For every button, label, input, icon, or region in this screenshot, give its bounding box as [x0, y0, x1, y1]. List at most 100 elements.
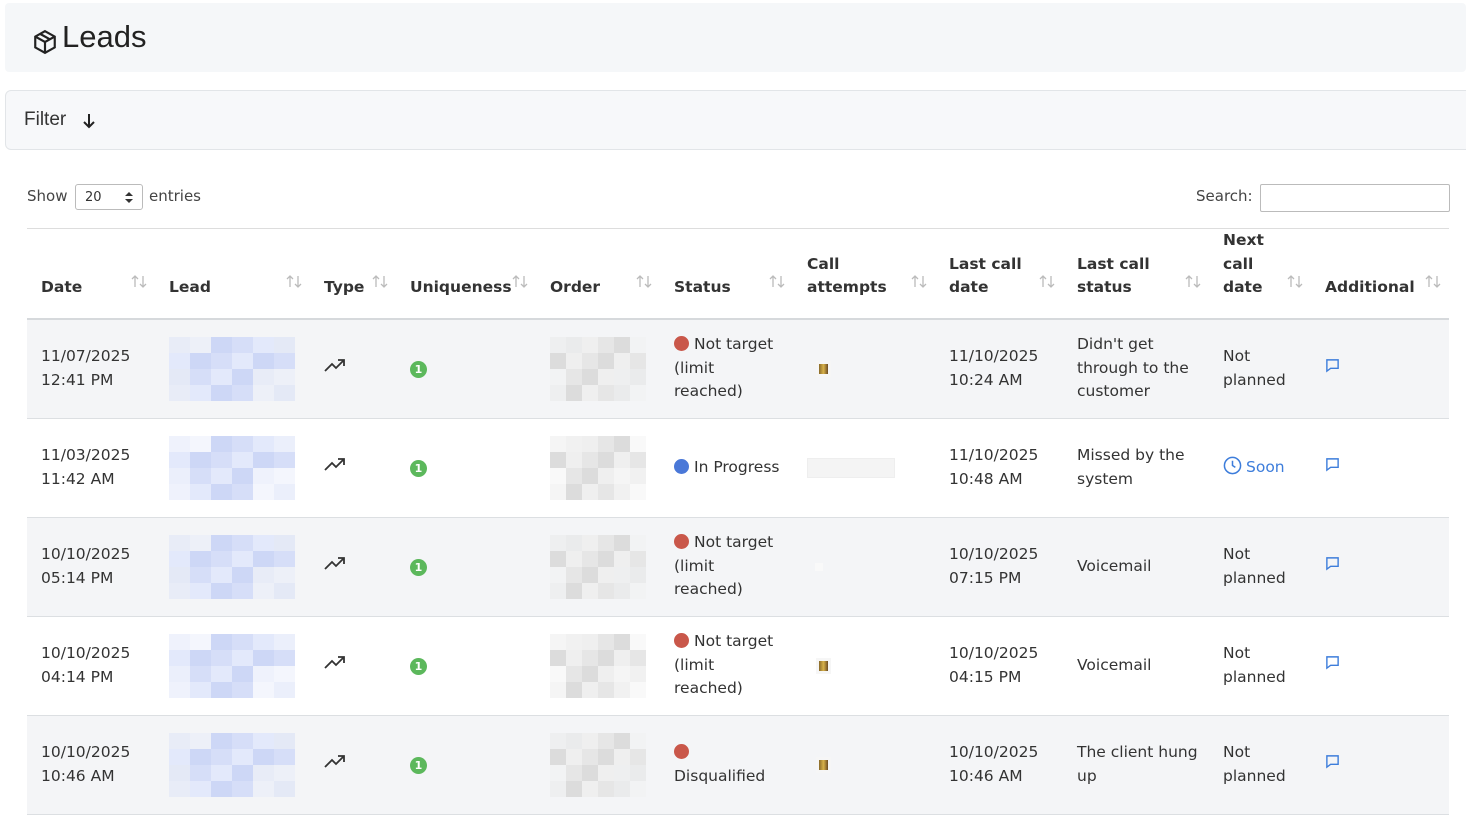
table-cell: Missed by the system	[1063, 418, 1209, 518]
last-call-date: 10/10/2025	[949, 743, 1039, 761]
type-icon	[324, 457, 346, 476]
call-attempts	[815, 562, 823, 571]
table-cell: Not planned	[1209, 616, 1311, 716]
column-header[interactable]: Last call date	[935, 228, 1063, 320]
sort-icon	[636, 272, 652, 296]
column-title: Status	[674, 278, 731, 296]
comment-button[interactable]	[1325, 754, 1340, 773]
table-cell: 1	[396, 418, 536, 518]
table-row: 10/10/2025 04:14 PM 1 Not target (limit rea…	[27, 616, 1449, 716]
table-cell	[310, 318, 396, 419]
lead-date: 10/10/2025	[41, 644, 131, 662]
status-dot	[674, 744, 689, 759]
table-cell: Not planned	[1209, 517, 1311, 617]
table-cell	[155, 616, 310, 716]
column-header[interactable]: Call attempts	[793, 228, 935, 320]
table-cell: Not target (limit reached)	[660, 318, 793, 419]
blurred-content	[169, 435, 299, 500]
table-cell: 10/10/2025 04:14 PM	[27, 616, 155, 716]
sort-icon	[1039, 272, 1055, 296]
blurred-content	[550, 534, 680, 599]
table-cell	[1311, 715, 1449, 815]
last-call-status: Voicemail	[1077, 556, 1152, 575]
table-cell: Voicemail	[1063, 517, 1209, 617]
column-header[interactable]: Next call date	[1209, 228, 1311, 320]
table-row: 11/03/2025 11:42 AM 1 In Progress 11/10/2025…	[27, 418, 1449, 518]
table-cell	[310, 616, 396, 716]
search-input[interactable]	[1260, 184, 1450, 212]
table-cell	[793, 318, 935, 419]
comment-button[interactable]	[1325, 655, 1340, 674]
status-dot	[674, 458, 689, 474]
last-call-date: 10/10/2025	[949, 644, 1039, 662]
table-cell: Not planned	[1209, 715, 1311, 815]
column-header[interactable]: Order	[536, 228, 660, 320]
blurred-content	[550, 435, 680, 500]
type-icon	[324, 358, 346, 377]
comment-button[interactable]	[1325, 556, 1340, 575]
page-size-select[interactable]: 20	[75, 184, 143, 210]
sort-icon	[372, 272, 388, 296]
last-call-date: 11/10/2025	[949, 347, 1039, 365]
column-header[interactable]: Uniqueness	[396, 228, 536, 320]
lead-date: 10/10/2025	[41, 545, 131, 563]
last-call-date: 10/10/2025	[949, 545, 1039, 563]
table-cell	[155, 715, 310, 815]
table-cell: Not target (limit reached)	[660, 517, 793, 617]
table-cell	[155, 318, 310, 419]
column-header[interactable]: Additional	[1311, 228, 1449, 320]
clock-icon	[1223, 456, 1246, 476]
table-row: 11/07/2025 12:41 PM 1 Not target (limit rea…	[27, 318, 1449, 419]
blurred-content	[550, 732, 680, 797]
next-call: Not planned	[1223, 644, 1286, 686]
table-cell	[536, 517, 660, 617]
column-title: Date	[41, 278, 83, 296]
column-header[interactable]: Status	[660, 228, 793, 320]
call-attempts	[807, 457, 895, 478]
table-cell: Not target (limit reached)	[660, 616, 793, 716]
column-title: Type	[324, 278, 365, 296]
column-header[interactable]: Lead	[155, 228, 310, 320]
table-cell: 1	[396, 715, 536, 815]
last-call-date: 11/10/2025	[949, 446, 1039, 464]
blurred-content	[169, 633, 299, 698]
lead-time: 10:46 AM	[41, 766, 115, 785]
comment-button[interactable]	[1325, 358, 1340, 377]
table-row: 10/10/2025 10:46 AM 1 Disqualified 10/10/202…	[27, 715, 1449, 815]
table-cell	[793, 418, 935, 518]
table-cell: 1	[396, 318, 536, 419]
column-header[interactable]: Last call status	[1063, 228, 1209, 320]
table-cell: Voicemail	[1063, 616, 1209, 716]
column-title: Lead	[169, 278, 211, 296]
lead-time: 04:14 PM	[41, 667, 114, 686]
filter-toggle[interactable]: Filter	[5, 90, 1466, 150]
status-dot	[674, 633, 689, 649]
table-row: 10/10/2025 05:14 PM 1 Not target (limit rea…	[27, 517, 1449, 617]
table-cell: Disqualified	[660, 715, 793, 815]
table-cell: Soon	[1209, 418, 1311, 518]
column-title: Last call status	[1077, 254, 1150, 297]
comment-button[interactable]	[1325, 457, 1340, 476]
status-text: In Progress	[694, 457, 780, 476]
blurred-content	[550, 336, 680, 401]
table-cell	[1311, 418, 1449, 518]
table-cell: 1	[396, 517, 536, 617]
lead-date: 10/10/2025	[41, 743, 131, 761]
column-title: Additional	[1325, 278, 1415, 296]
column-header[interactable]: Date	[27, 228, 155, 320]
blurred-content	[169, 732, 299, 797]
lead-time: 05:14 PM	[41, 568, 114, 587]
table-cell: 11/07/2025 12:41 PM	[27, 318, 155, 419]
lead-time: 12:41 PM	[41, 370, 114, 389]
table-cell: 11/03/2025 11:42 AM	[27, 418, 155, 518]
column-header[interactable]: Type	[310, 228, 396, 320]
last-call-time: 10:46 AM	[949, 766, 1023, 785]
next-call: Soon	[1246, 457, 1285, 476]
table-cell	[1311, 616, 1449, 716]
sort-icon	[286, 272, 302, 296]
last-call-status: Voicemail	[1077, 655, 1152, 674]
table-cell	[310, 715, 396, 815]
sort-icon	[1185, 272, 1201, 296]
table-cell	[155, 418, 310, 518]
table-cell	[1311, 517, 1449, 617]
